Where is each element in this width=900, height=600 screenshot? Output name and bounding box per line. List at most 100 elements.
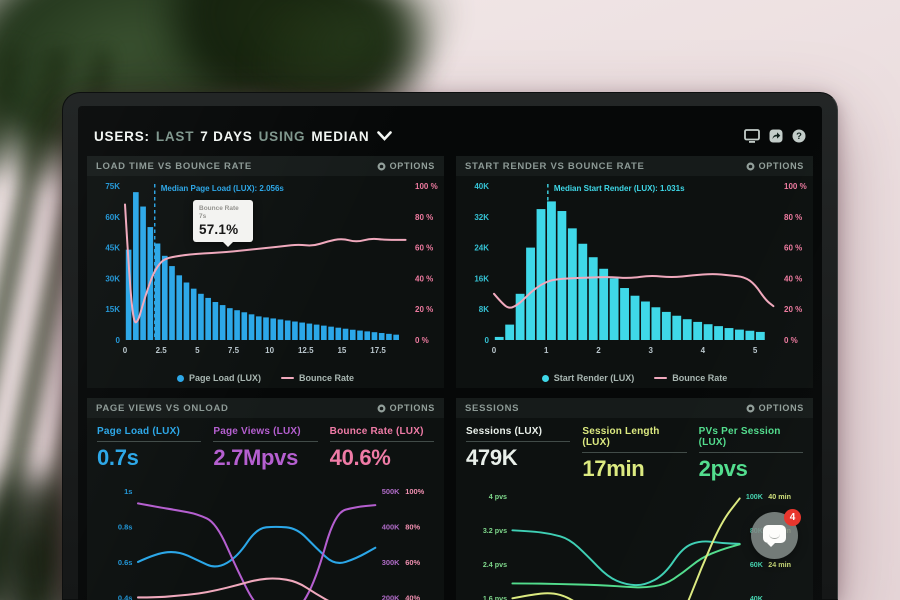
svg-text:2.4 pvs: 2.4 pvs (482, 561, 506, 569)
stat-value: 40.6% (329, 445, 391, 470)
line-Bounce Rate (LUX) (136, 577, 329, 600)
legend-item[interactable]: Bounce Rate (281, 373, 354, 383)
stats-row: Page Load (LUX) 0.7s Page Views (LUX) 2.… (87, 418, 444, 476)
bars-Start Render (LUX) (494, 201, 765, 340)
svg-text:1s: 1s (124, 487, 132, 496)
chat-badge: 4 (784, 509, 801, 526)
load-time-histogram-chart[interactable]: 75K 60K 45K 30K 15K 0 100 % 80 % 60 % 40 % 20 % 0 %… (89, 176, 443, 364)
start-render-histogram-chart[interactable]: 40K 32K 24K 16K 8K 0 100 % 80 % 60 % 40 % 20 % 0 % 0… (458, 176, 812, 364)
options-label: OPTIONS (389, 161, 435, 171)
svg-text:60%: 60% (405, 558, 420, 567)
options-button[interactable]: OPTIONS (377, 161, 435, 171)
line-Page Load (LUX) (136, 525, 376, 568)
stat-underline (329, 441, 434, 442)
axes: 40K 32K 24K 16K 8K 0 100 % 80 % 60 % 40 % 20 % 0 % 0… (474, 182, 806, 355)
app-header: USERS: LAST 7 DAYS USING MEDIAN ? (78, 106, 822, 156)
panel-title: SESSIONS (465, 402, 520, 414)
svg-text:100 %: 100 % (784, 182, 807, 191)
svg-text:40 %: 40 % (415, 274, 433, 283)
svg-text:80%: 80% (405, 522, 420, 531)
help-icon[interactable]: ? (792, 129, 806, 143)
svg-text:3.2 pvs: 3.2 pvs (482, 527, 506, 535)
svg-text:16K: 16K (474, 274, 489, 283)
svg-text:32K: 32K (474, 213, 489, 222)
line-Bounce Rate (123, 203, 407, 324)
svg-text:8K: 8K (478, 305, 488, 314)
svg-text:100K: 100K (745, 493, 763, 501)
svg-text:40 %: 40 % (784, 274, 802, 283)
legend-item[interactable]: Page Load (LUX) (176, 373, 261, 383)
header-toolbar: ? (744, 129, 806, 143)
stat-value: 2pvs (698, 456, 748, 481)
panel-load-time-vs-bounce-rate: LOAD TIME VS BOUNCE RATE OPTIONS 75K 60K 4… (87, 156, 444, 388)
chart-legend: Start Render (LUX) Bounce Rate (456, 368, 813, 388)
line-Bounce Rate (492, 273, 774, 309)
line-Page Views (LUX) (136, 502, 376, 600)
legend-item[interactable]: Bounce Rate (654, 373, 727, 383)
stat-label: Session Length (LUX) (582, 426, 660, 448)
svg-text:60K: 60K (749, 561, 763, 569)
panel-title: PAGE VIEWS VS ONLOAD (96, 402, 229, 414)
display-icon[interactable] (744, 129, 760, 143)
tooltip-series: Bounce Rate (199, 205, 239, 212)
svg-text:80 %: 80 % (415, 213, 433, 222)
stat-pvs-per-session: PVs Per Session (LUX) 2pvs (698, 426, 803, 482)
svg-text:60 %: 60 % (784, 244, 802, 253)
svg-text:Median Start Render (LUX): 1.0: Median Start Render (LUX): 1.031s (553, 184, 684, 193)
options-button[interactable]: OPTIONS (377, 403, 435, 413)
legend-label: Bounce Rate (672, 373, 728, 383)
svg-text:45K: 45K (105, 244, 120, 253)
line-Session Length (LUX) (510, 497, 741, 600)
legend-item[interactable]: Start Render (LUX) (541, 373, 635, 383)
svg-text:24 min: 24 min (768, 561, 791, 569)
axes: 1s 0.8s 0.6s 0.4s 500K 400K 300K 200K 100% 80% 60%… (117, 487, 424, 600)
laptop-bezel: USERS: LAST 7 DAYS USING MEDIAN ? LOAD T… (62, 92, 838, 600)
svg-text:12.5: 12.5 (297, 346, 313, 355)
tooltip-value: 57.1% (199, 222, 239, 237)
svg-text:5: 5 (195, 346, 200, 355)
stat-underline (698, 452, 803, 453)
options-label: OPTIONS (758, 161, 804, 171)
legend-line-icon (281, 376, 294, 380)
svg-text:Median Page Load (LUX): 2.056s: Median Page Load (LUX): 2.056s (160, 184, 284, 193)
svg-text:4 pvs: 4 pvs (488, 493, 506, 501)
svg-text:20 %: 20 % (784, 305, 802, 314)
svg-text:400K: 400K (381, 522, 399, 531)
chat-widget-button[interactable]: 4 (751, 509, 801, 559)
gear-icon (377, 162, 386, 170)
svg-text:40K: 40K (749, 595, 763, 600)
svg-text:100 %: 100 % (415, 182, 438, 191)
stat-label: PVs Per Session (LUX) (698, 426, 781, 448)
panel-header: LOAD TIME VS BOUNCE RATE OPTIONS (87, 156, 444, 176)
stat-value: 17min (582, 456, 645, 481)
options-button[interactable]: OPTIONS (746, 161, 804, 171)
svg-text:60 %: 60 % (415, 244, 433, 253)
title-users: USERS: (94, 128, 150, 144)
stat-label: Page Views (LUX) (213, 426, 301, 437)
share-icon[interactable] (769, 129, 783, 143)
stat-sessions: Sessions (LUX) 479K (466, 426, 571, 482)
svg-text:0: 0 (484, 336, 489, 345)
chart-area: 40K 32K 24K 16K 8K 0 100 % 80 % 60 % 40 % 20 % 0 % 0… (456, 176, 813, 368)
svg-text:20 %: 20 % (415, 305, 433, 314)
svg-text:10: 10 (265, 346, 274, 355)
stat-page-load: Page Load (LUX) 0.7s (97, 426, 202, 476)
svg-text:1.6 pvs: 1.6 pvs (482, 595, 506, 600)
gear-icon (746, 162, 755, 170)
svg-text:0.4s: 0.4s (117, 593, 132, 600)
chevron-down-icon (377, 131, 393, 141)
legend-dot-icon (541, 374, 549, 382)
stat-label: Sessions (LUX) (466, 426, 543, 437)
legend-line-icon (654, 376, 668, 380)
svg-text:1: 1 (543, 346, 548, 355)
options-button[interactable]: OPTIONS (746, 403, 804, 413)
panel-header: SESSIONS OPTIONS (456, 398, 813, 418)
legend-label: Start Render (LUX) (553, 373, 635, 383)
stat-underline (97, 441, 202, 442)
users-range-dropdown[interactable]: USERS: LAST 7 DAYS USING MEDIAN (94, 128, 393, 144)
stats-row: Sessions (LUX) 479K Session Length (LUX)… (456, 418, 813, 482)
title-using: USING (258, 128, 306, 144)
panel-title: START RENDER VS BOUNCE RATE (465, 160, 645, 172)
page-views-line-chart[interactable]: 1s 0.8s 0.6s 0.4s 500K 400K 300K 200K 100% 80% 60%… (89, 476, 443, 600)
